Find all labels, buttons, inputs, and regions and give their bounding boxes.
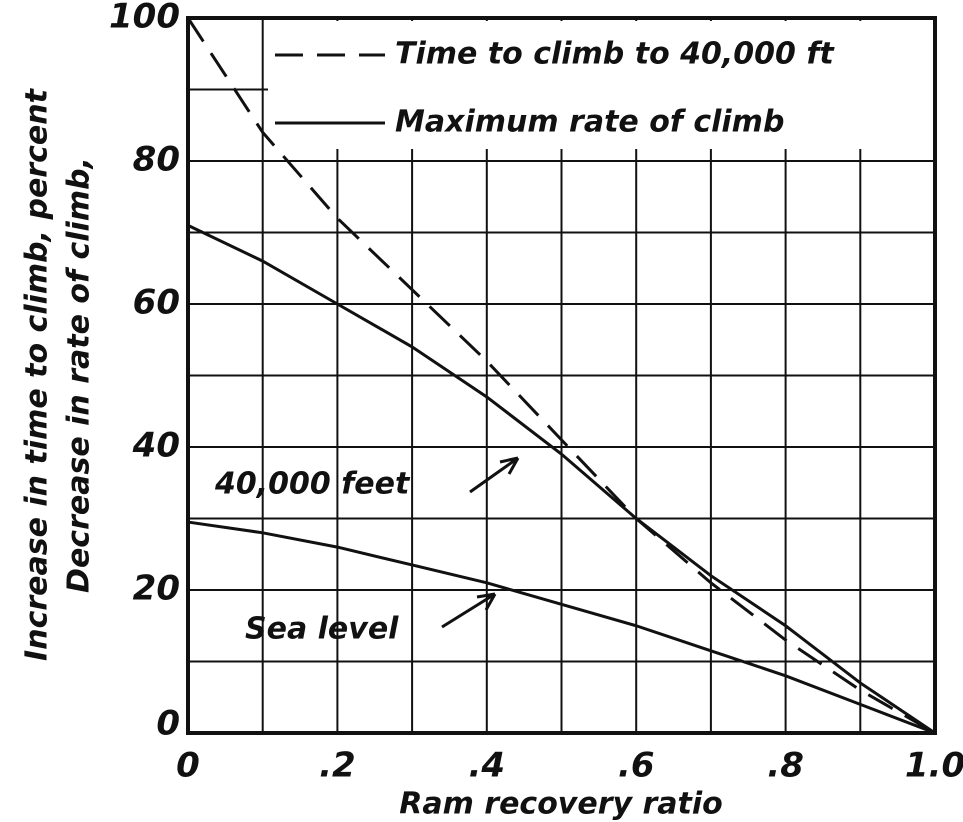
series-line <box>187 223 936 735</box>
y-tick-label: 0 <box>156 704 180 744</box>
y-tick-label: 80 <box>133 140 180 180</box>
curves <box>186 17 936 735</box>
series-line <box>187 520 936 735</box>
legend-label: Maximum rate of climb <box>395 105 784 140</box>
y-tick-label: 20 <box>133 569 180 609</box>
annotation: Sea level <box>245 612 399 647</box>
x-tick-label: .2 <box>319 746 356 786</box>
y-tick-label: 100 <box>109 0 180 37</box>
annotation-arrow <box>469 456 520 494</box>
annotation: 40,000 feet <box>214 467 411 502</box>
y-tick-label: 60 <box>133 283 180 323</box>
series-line <box>186 17 936 735</box>
x-tick-label: 1.0 <box>905 746 963 786</box>
legend-box <box>268 21 933 149</box>
plot-frame <box>186 16 937 735</box>
x-tick-label: .8 <box>767 746 804 786</box>
legend-label: Time to climb to 40,000 ft <box>395 37 835 72</box>
annotation-arrow <box>441 592 497 629</box>
x-tick-label: 0 <box>176 746 200 786</box>
x-tick-label: .4 <box>469 746 506 786</box>
y-axis-label: Increase in time to climb, percent <box>20 87 55 661</box>
x-tick-label: .6 <box>618 746 655 786</box>
x-axis-label: Ram recovery ratio <box>399 787 723 822</box>
y-axis-label: Decrease in rate of climb, <box>62 157 97 593</box>
y-tick-label: 40 <box>132 426 180 466</box>
